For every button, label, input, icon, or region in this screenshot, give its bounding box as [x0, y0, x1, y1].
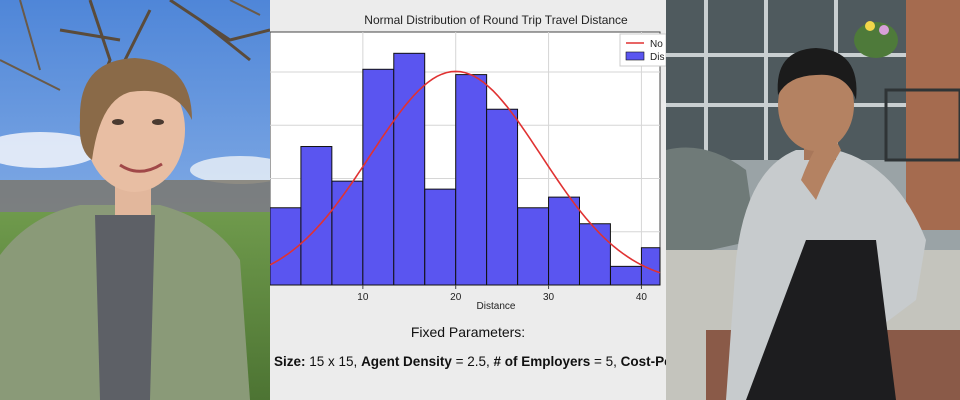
x-tick-label: 30: [543, 292, 555, 303]
histogram-bar: [331, 180, 364, 286]
param-employers-label: # of Employers: [493, 354, 591, 369]
legend-entry-normal: No: [650, 39, 663, 50]
photo-student-left: [0, 0, 270, 400]
legend-bar-swatch: [625, 51, 645, 61]
histogram-bar: [270, 207, 302, 286]
x-tick-label: 10: [357, 292, 369, 303]
histogram-chart: Normal Distribution of Round Trip Travel…: [270, 0, 666, 310]
param-employers-value: = 5,: [590, 354, 621, 369]
histogram-bar: [486, 108, 519, 286]
histogram-bar: [424, 188, 457, 286]
histogram-bar: [393, 52, 426, 286]
param-size-label: Size:: [274, 354, 306, 369]
param-cost-label: Cost-Per-D: [620, 354, 666, 369]
histogram-bar: [548, 196, 580, 286]
histogram-bar: [455, 74, 488, 286]
fixed-parameters-line: Size: 15 x 15, Agent Density = 2.5, # of…: [274, 354, 666, 369]
photo-student-right: [666, 0, 960, 400]
param-agent-density-value: = 2.5,: [451, 354, 494, 369]
histogram-bar: [640, 247, 661, 286]
chart-title: Normal Distribution of Round Trip Travel…: [364, 13, 628, 27]
x-axis-label: Distance: [477, 301, 516, 310]
histogram-bar: [362, 68, 395, 286]
x-tick-label: 20: [450, 292, 462, 303]
histogram-bar: [578, 223, 611, 286]
param-size-value: 15 x 15,: [305, 354, 362, 369]
histogram-bar: [517, 207, 550, 286]
histogram-bar: [610, 265, 642, 286]
x-tick-label: 40: [636, 292, 648, 303]
legend-entry-distance: Dis: [650, 52, 664, 63]
chart-panel: Normal Distribution of Round Trip Travel…: [270, 0, 666, 400]
legend: No Dis: [619, 33, 666, 67]
fixed-parameters-title: Fixed Parameters:: [410, 324, 526, 340]
param-agent-density-label: Agent Density: [361, 354, 452, 369]
normal-curve-line: [270, 70, 661, 274]
